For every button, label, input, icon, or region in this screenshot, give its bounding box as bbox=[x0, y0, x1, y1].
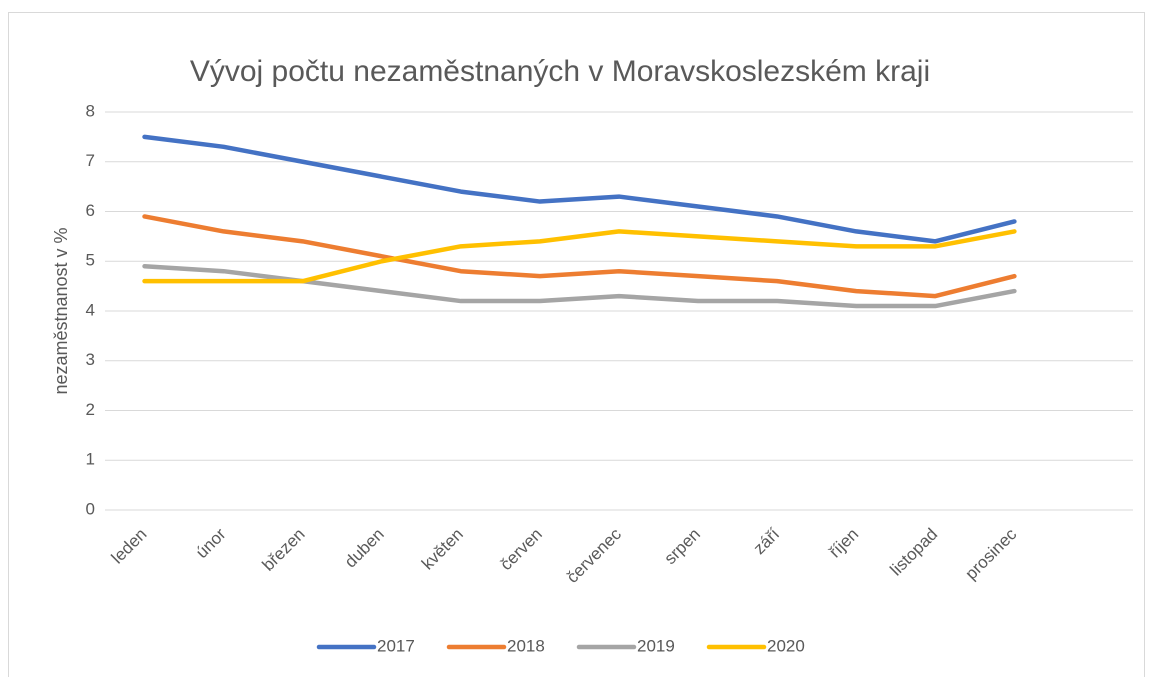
legend-label: 2020 bbox=[767, 636, 805, 655]
y-tick-label: 3 bbox=[86, 350, 95, 369]
legend-label: 2019 bbox=[637, 636, 675, 655]
chart-frame bbox=[8, 12, 1145, 677]
y-tick-label: 4 bbox=[86, 300, 95, 319]
series-line bbox=[142, 229, 1017, 284]
legend-label: 2018 bbox=[507, 636, 545, 655]
series-line bbox=[142, 134, 1017, 244]
series-line bbox=[142, 214, 1017, 299]
y-tick-label: 0 bbox=[86, 499, 95, 518]
y-tick-label: 1 bbox=[86, 450, 95, 469]
y-axis-label: nezaměstnanost v % bbox=[51, 227, 71, 394]
chart-title: Vývoj počtu nezaměstnaných v Moravskosle… bbox=[190, 55, 930, 88]
y-tick-label: 5 bbox=[86, 251, 95, 270]
legend-label: 2017 bbox=[377, 636, 415, 655]
y-tick-label: 6 bbox=[86, 201, 95, 220]
y-tick-label: 7 bbox=[86, 151, 95, 170]
y-tick-label: 8 bbox=[86, 101, 95, 120]
y-tick-label: 2 bbox=[86, 400, 95, 419]
